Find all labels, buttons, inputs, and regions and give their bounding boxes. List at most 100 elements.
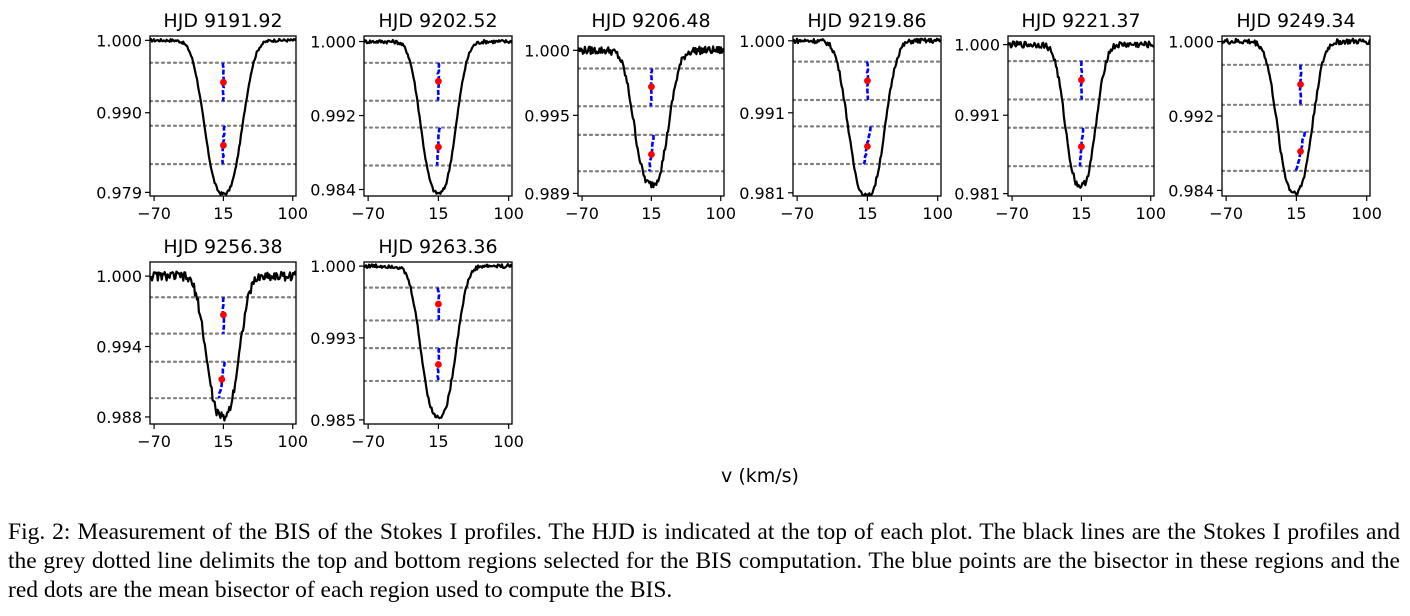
mean-bisector-dot (1078, 143, 1085, 150)
x-tick-label: −70 (351, 432, 385, 451)
x-tick-label: 100 (1135, 204, 1166, 223)
mean-bisector-dot (220, 311, 227, 319)
bisector-segment (436, 62, 441, 101)
x-tick-label: −70 (351, 204, 385, 223)
panel-title: HJD 9206.48 (591, 10, 710, 32)
panel-title: HJD 9263.36 (378, 236, 497, 258)
panel-title: HJD 9219.86 (807, 10, 926, 32)
bisector-segment (1078, 127, 1085, 167)
x-tick-label: 100 (493, 204, 524, 223)
y-tick-label: 0.995 (524, 106, 570, 125)
mean-bisector-dot (435, 143, 442, 151)
mean-bisector-dot (435, 361, 442, 368)
y-tick-label: 0.981 (739, 184, 785, 203)
x-tick-label: −70 (137, 432, 171, 451)
y-tick-label: 0.991 (739, 104, 785, 123)
axes-frame (149, 35, 297, 197)
bisector-segment (220, 125, 226, 165)
axes-frame (149, 261, 297, 425)
y-tick-label: 0.984 (310, 181, 356, 200)
x-tick-label: −70 (780, 204, 814, 223)
panel-title: HJD 9256.38 (163, 236, 282, 258)
panel-8: HJD 9263.36 −70 15 100 0.985 0.993 1.000 (310, 236, 524, 451)
mean-bisector-dot (864, 143, 871, 150)
y-tick-label: 1.000 (96, 31, 142, 50)
mean-bisector-dot (220, 141, 227, 149)
panel-7: HJD 9256.38 −70 15 100 0.988 0.994 1.000 (96, 236, 308, 451)
bisector-segment (649, 68, 654, 107)
y-tick-label: 1.000 (954, 36, 1000, 55)
axes-frame (1221, 35, 1371, 197)
y-tick-label: 0.989 (524, 184, 570, 203)
x-tick-label: −70 (1209, 204, 1243, 223)
x-tick-label: 100 (493, 432, 524, 451)
panel-2: HJD 9202.52 −70 15 100 0.984 0.992 1.000 (310, 10, 524, 223)
x-tick-label: 100 (705, 204, 736, 223)
panel-title: HJD 9202.52 (378, 10, 497, 32)
y-tick-label: 0.988 (96, 408, 142, 427)
stokes-i-profile (1008, 40, 1154, 189)
y-tick-label: 0.985 (310, 411, 356, 430)
x-tick-label: 15 (1286, 204, 1306, 223)
x-tick-label: 100 (277, 432, 308, 451)
stokes-i-profile (364, 263, 512, 420)
y-tick-label: 1.000 (524, 41, 570, 60)
x-tick-label: −70 (137, 204, 171, 223)
y-tick-label: 0.991 (954, 106, 1000, 125)
stokes-i-profile (150, 270, 296, 422)
y-tick-label: 0.990 (96, 104, 142, 123)
x-tick-label: −70 (995, 204, 1029, 223)
mean-bisector-dot (1297, 147, 1304, 155)
panel-title: HJD 9249.34 (1236, 10, 1355, 32)
bisector-segment (435, 127, 442, 166)
y-tick-label: 1.000 (310, 33, 356, 52)
x-tick-label: 15 (641, 204, 661, 223)
panel-1: HJD 9191.92 −70 15 100 0.979 0.990 1.000 (96, 10, 308, 223)
y-tick-label: 0.979 (96, 183, 142, 202)
mean-bisector-dot (435, 77, 442, 85)
y-tick-label: 0.992 (1168, 107, 1214, 126)
y-tick-label: 0.984 (1168, 181, 1214, 200)
bisector-segment (221, 62, 226, 102)
y-tick-label: 1.000 (96, 267, 142, 286)
mean-bisector-dot (435, 300, 442, 308)
y-tick-label: 1.000 (310, 257, 356, 276)
bisector-segment (1079, 60, 1084, 100)
mean-bisector-dot (1297, 80, 1304, 88)
stokes-i-profile (793, 37, 941, 196)
bisector-segment (862, 126, 872, 165)
figure-caption: Fig. 2: Measurement of the BIS of the St… (8, 519, 1400, 603)
x-tick-label: 15 (213, 204, 233, 223)
y-tick-label: 0.993 (310, 329, 356, 348)
axes-frame (363, 35, 513, 197)
panel-4: HJD 9219.86 −70 15 100 0.981 0.991 1.000 (739, 10, 953, 223)
x-tick-label: −70 (565, 204, 599, 223)
panel-6: HJD 9249.34 −70 15 100 0.984 0.992 1.000 (1168, 10, 1382, 223)
panel-title: HJD 9191.92 (163, 10, 282, 32)
x-tick-label: 15 (857, 204, 877, 223)
stokes-i-profile (578, 45, 724, 189)
x-tick-label: 100 (1351, 204, 1382, 223)
mean-bisector-dot (218, 375, 226, 383)
y-tick-label: 0.981 (954, 185, 1000, 204)
axes-frame (363, 261, 513, 425)
stokes-i-profile (1222, 37, 1370, 196)
x-tick-label: 15 (428, 432, 448, 451)
panel-3: HJD 9206.48 −70 15 100 0.989 0.995 1.000 (524, 10, 736, 223)
axes-frame (792, 35, 942, 197)
stokes-i-profile (150, 37, 296, 196)
x-tick-label: 100 (277, 204, 308, 223)
stokes-i-profile (364, 38, 512, 195)
mean-bisector-dot (864, 77, 871, 85)
x-tick-label: 15 (1071, 204, 1091, 223)
y-tick-label: 1.000 (1168, 33, 1214, 52)
mean-bisector-dot (648, 150, 655, 158)
mean-bisector-dot (648, 83, 655, 91)
x-axis-label: v (km/s) (721, 465, 799, 487)
panel-title: HJD 9221.37 (1021, 10, 1140, 32)
mean-bisector-dot (220, 78, 227, 86)
x-tick-label: 15 (213, 432, 233, 451)
y-tick-label: 1.000 (739, 32, 785, 51)
